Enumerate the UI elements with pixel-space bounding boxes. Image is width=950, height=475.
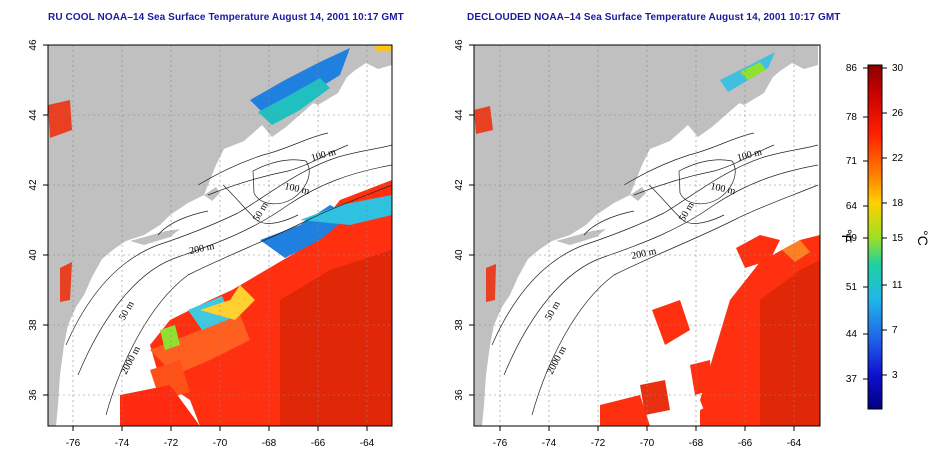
lat-tick-label: 38 [28, 319, 39, 331]
lat-tick-label: 46 [454, 39, 465, 51]
lon-tick-label: -70 [213, 438, 228, 449]
left-map-panel [48, 45, 392, 426]
lat-tick-label: 36 [28, 389, 39, 401]
lon-tick-label: -64 [360, 438, 375, 449]
lat-tick-label: 42 [454, 179, 465, 191]
fahrenheit-tick-label: 37 [846, 374, 858, 385]
left-axis-ticks [43, 44, 368, 431]
fahrenheit-tick-label: 64 [846, 201, 858, 212]
lon-tick-label: -64 [787, 438, 802, 449]
lon-tick-label: -72 [591, 438, 606, 449]
contour-label-100m-south: 100 m [709, 181, 736, 197]
celsius-tick-label: 11 [892, 280, 903, 291]
celsius-tick-label: 7 [892, 325, 898, 336]
left-lat-labels: 46 44 42 40 38 36 [28, 39, 39, 401]
left-lon-labels: -76 -74 -72 -70 -68 -66 -64 [66, 438, 375, 449]
right-gridlines [474, 45, 820, 426]
temperature-colorbar [867, 64, 883, 410]
fahrenheit-unit-label: °F [839, 229, 855, 243]
celsius-tick-label: 22 [892, 153, 904, 164]
celsius-tick-label: 15 [892, 233, 904, 244]
lat-tick-label: 36 [454, 389, 465, 401]
celsius-unit-label: °C [915, 230, 931, 246]
lat-tick-label: 46 [28, 39, 39, 51]
lat-tick-label: 40 [28, 249, 39, 261]
contour-label-200m: 200 m [630, 246, 657, 262]
right-axis-ticks [469, 44, 795, 431]
right-lat-labels: 46 44 42 40 38 36 [454, 39, 465, 401]
contour-label-100m-south: 100 m [283, 181, 310, 197]
lat-tick-label: 44 [454, 109, 465, 121]
lon-tick-label: -72 [164, 438, 179, 449]
colorbar-fahrenheit-labels: 86 78 71 64 59 51 44 37 [846, 63, 858, 385]
lat-tick-label: 42 [28, 179, 39, 191]
right-map-title: DECLOUDED NOAA–14 Sea Surface Temperatur… [467, 12, 841, 23]
fahrenheit-tick-label: 86 [846, 63, 858, 74]
lat-tick-label: 38 [454, 319, 465, 331]
left-gridlines [48, 45, 392, 426]
lon-tick-label: -70 [640, 438, 655, 449]
right-sst-field [474, 52, 820, 426]
celsius-tick-label: 18 [892, 198, 904, 209]
lon-tick-label: -74 [542, 438, 557, 449]
celsius-tick-label: 30 [892, 63, 904, 74]
celsius-tick-label: 26 [892, 108, 904, 119]
fahrenheit-tick-label: 71 [846, 156, 858, 167]
left-map-title: RU COOL NOAA–14 Sea Surface Temperature … [48, 12, 404, 23]
lon-tick-label: -68 [689, 438, 704, 449]
lat-tick-label: 40 [454, 249, 465, 261]
right-map-panel [474, 45, 820, 426]
colorbar-ticks [863, 67, 887, 380]
lon-tick-label: -68 [262, 438, 277, 449]
lon-tick-label: -66 [311, 438, 326, 449]
lon-tick-label: -66 [738, 438, 753, 449]
lat-tick-label: 44 [28, 109, 39, 121]
fahrenheit-tick-label: 59 [846, 233, 858, 244]
celsius-tick-label: 3 [892, 370, 898, 381]
lon-tick-label: -76 [493, 438, 508, 449]
lon-tick-label: -76 [66, 438, 81, 449]
fahrenheit-tick-label: 44 [846, 329, 858, 340]
fahrenheit-tick-label: 78 [846, 112, 858, 123]
contour-label-200m: 200 m [188, 241, 215, 257]
fahrenheit-tick-label: 51 [846, 282, 858, 293]
right-lon-labels: -76 -74 -72 -70 -68 -66 -64 [493, 438, 802, 449]
lon-tick-label: -74 [115, 438, 130, 449]
colorbar-celsius-labels: 30 26 22 18 15 11 7 3 [892, 63, 904, 381]
